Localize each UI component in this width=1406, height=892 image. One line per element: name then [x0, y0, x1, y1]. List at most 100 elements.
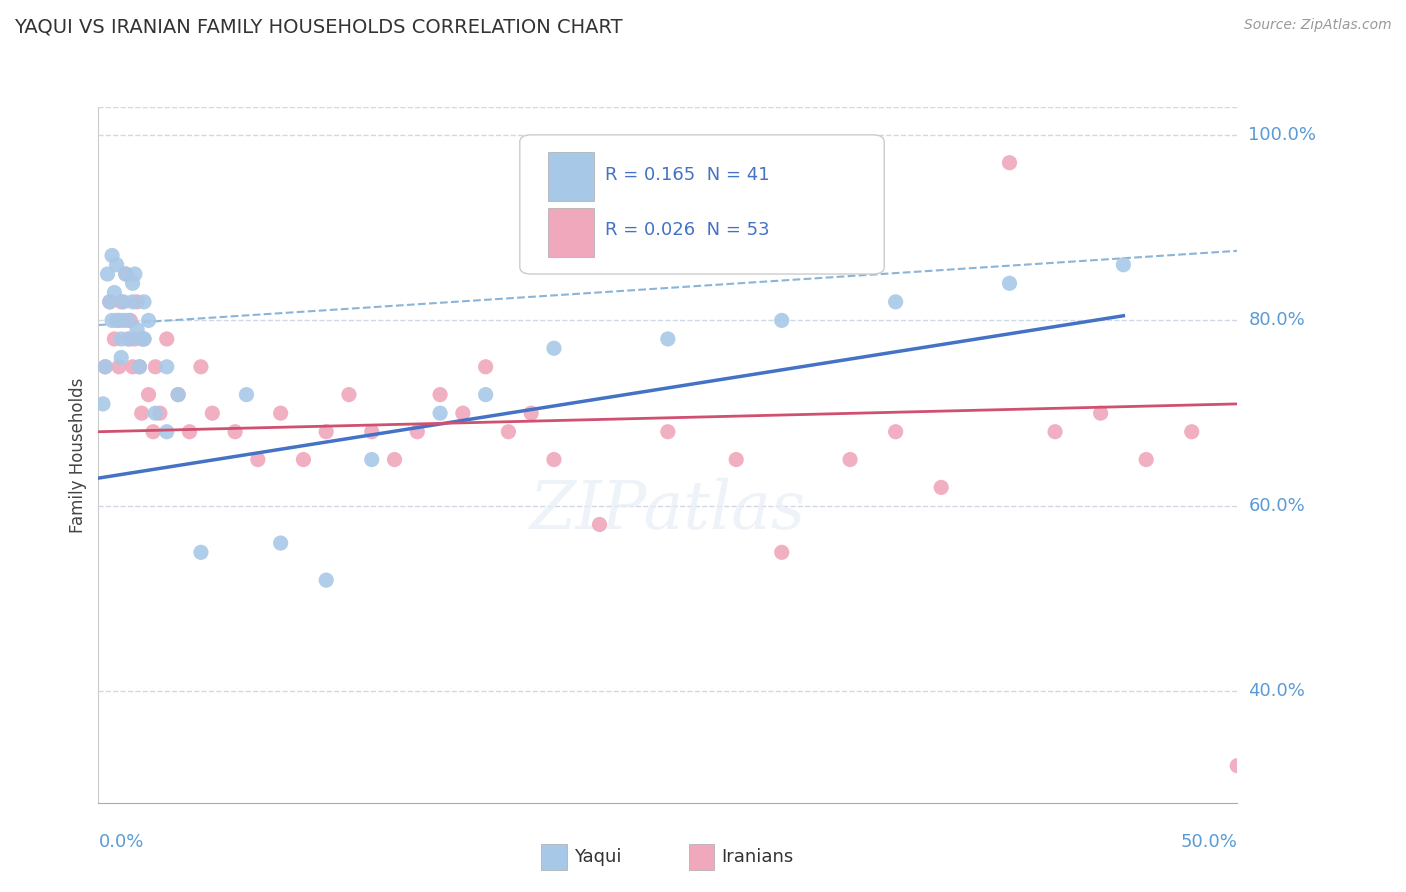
Point	[167, 387, 190, 401]
Point	[112, 313, 135, 327]
Point	[101, 313, 124, 327]
Point	[235, 387, 257, 401]
Point	[145, 359, 167, 374]
Point	[406, 425, 429, 439]
Point	[120, 332, 142, 346]
Point	[1090, 406, 1112, 420]
Point	[149, 406, 172, 420]
Text: YAQUI VS IRANIAN FAMILY HOUSEHOLDS CORRELATION CHART: YAQUI VS IRANIAN FAMILY HOUSEHOLDS CORRE…	[14, 18, 623, 37]
Point	[360, 425, 382, 439]
Point	[167, 387, 190, 401]
Point	[337, 387, 360, 401]
Point	[1135, 452, 1157, 467]
Point	[103, 285, 125, 300]
Point	[884, 425, 907, 439]
Point	[105, 258, 128, 272]
Point	[1112, 258, 1135, 272]
Point	[156, 425, 179, 439]
Point	[120, 313, 142, 327]
Point	[1043, 425, 1066, 439]
Point	[384, 452, 406, 467]
Point	[839, 452, 862, 467]
Text: Source: ZipAtlas.com: Source: ZipAtlas.com	[1244, 18, 1392, 32]
Point	[112, 294, 135, 309]
Point	[127, 323, 149, 337]
Point	[108, 313, 131, 327]
Point	[110, 351, 132, 365]
Point	[91, 397, 114, 411]
Point	[190, 359, 212, 374]
Text: 40.0%: 40.0%	[1249, 682, 1305, 700]
Point	[114, 267, 136, 281]
Point	[725, 452, 748, 467]
Point	[128, 359, 150, 374]
Point	[588, 517, 610, 532]
Point	[770, 313, 793, 327]
Point	[96, 267, 118, 281]
Text: R = 0.026  N = 53: R = 0.026 N = 53	[605, 221, 770, 239]
Point	[94, 359, 117, 374]
Point	[543, 341, 565, 355]
Point	[998, 277, 1021, 291]
Point	[138, 387, 160, 401]
Point	[315, 573, 337, 587]
Point	[201, 406, 224, 420]
Text: 60.0%: 60.0%	[1249, 497, 1305, 515]
Point	[156, 332, 179, 346]
Point	[474, 387, 496, 401]
Point	[179, 425, 201, 439]
Point	[131, 406, 153, 420]
Point	[121, 294, 143, 309]
FancyBboxPatch shape	[548, 208, 593, 257]
Point	[156, 359, 179, 374]
Point	[498, 425, 520, 439]
Point	[190, 545, 212, 559]
Point	[132, 332, 155, 346]
Point	[110, 294, 132, 309]
Y-axis label: Family Households: Family Households	[69, 377, 87, 533]
Point	[543, 452, 565, 467]
FancyBboxPatch shape	[548, 153, 593, 201]
Point	[101, 248, 124, 262]
Point	[451, 406, 474, 420]
Text: 80.0%: 80.0%	[1249, 311, 1305, 329]
Point	[224, 425, 246, 439]
Point	[121, 277, 143, 291]
Point	[124, 267, 146, 281]
Point	[884, 294, 907, 309]
Point	[145, 406, 167, 420]
Point	[98, 294, 121, 309]
Point	[110, 332, 132, 346]
Text: Iranians: Iranians	[721, 848, 793, 866]
Text: Yaqui: Yaqui	[574, 848, 621, 866]
Text: R = 0.165  N = 41: R = 0.165 N = 41	[605, 166, 770, 184]
FancyBboxPatch shape	[520, 135, 884, 274]
Point	[929, 480, 952, 494]
Point	[270, 406, 292, 420]
Point	[520, 406, 543, 420]
Point	[474, 359, 496, 374]
Point	[138, 313, 160, 327]
Point	[114, 267, 136, 281]
Text: 100.0%: 100.0%	[1249, 126, 1316, 144]
Point	[657, 425, 679, 439]
Point	[360, 452, 382, 467]
Point	[94, 359, 117, 374]
Point	[131, 332, 153, 346]
Point	[132, 332, 155, 346]
Point	[108, 359, 131, 374]
Point	[246, 452, 269, 467]
Point	[429, 406, 451, 420]
Point	[657, 332, 679, 346]
Point	[132, 294, 155, 309]
Text: ZIPatlas: ZIPatlas	[530, 478, 806, 543]
Point	[1181, 425, 1204, 439]
Point	[270, 536, 292, 550]
Text: 50.0%: 50.0%	[1181, 833, 1237, 851]
Point	[124, 332, 146, 346]
Point	[1226, 758, 1249, 772]
Point	[128, 359, 150, 374]
Point	[121, 359, 143, 374]
Point	[98, 294, 121, 309]
Point	[292, 452, 315, 467]
